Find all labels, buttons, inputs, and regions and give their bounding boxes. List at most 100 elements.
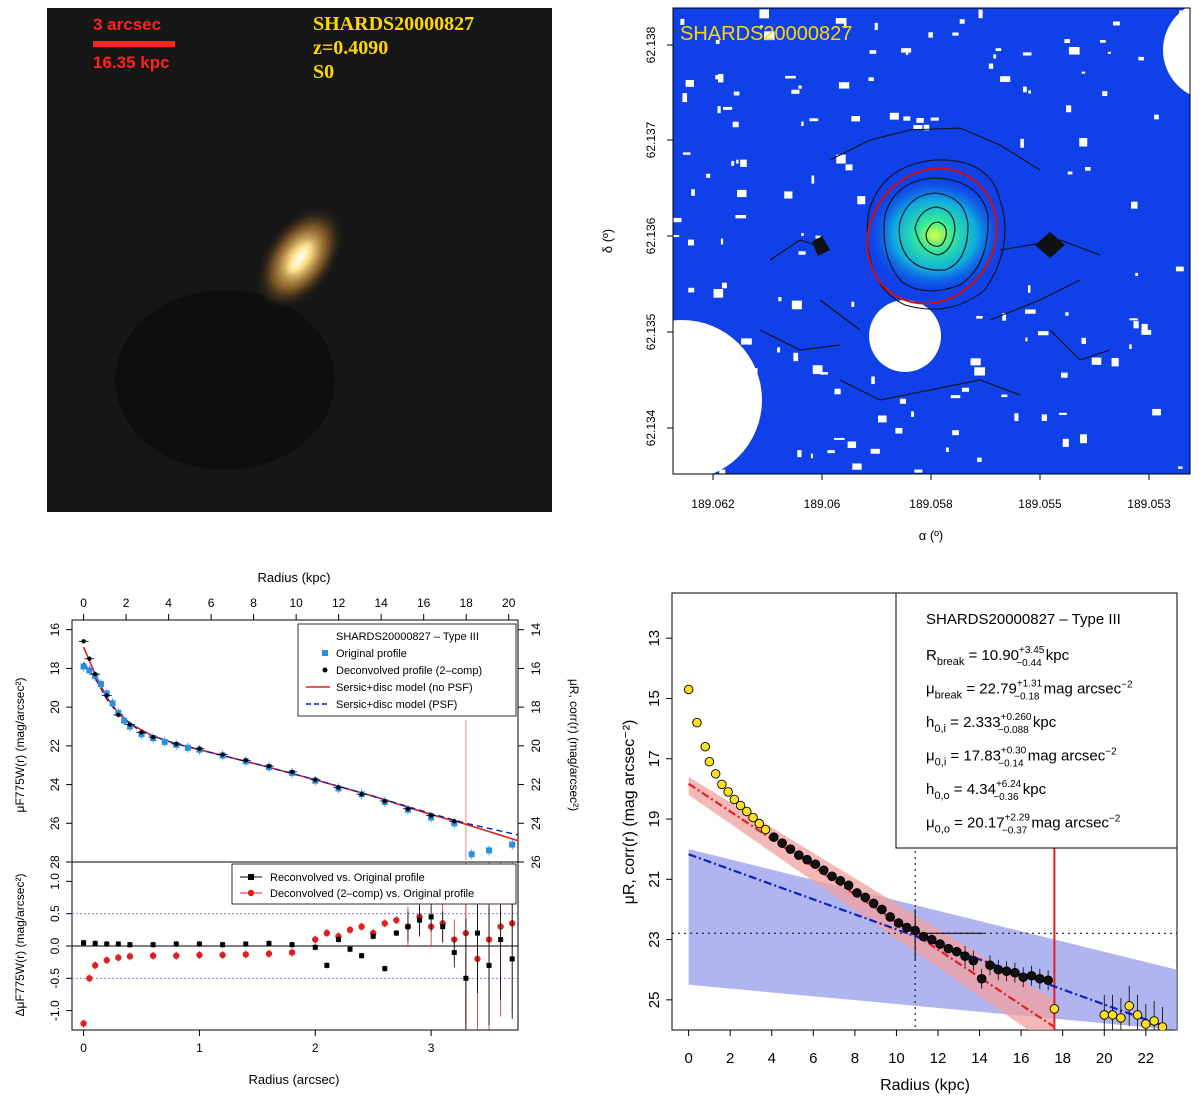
deconv-residual-point	[173, 952, 180, 959]
y-tick-label-residual: -0.5	[48, 968, 62, 989]
x-tick-label-kpc: 20	[502, 596, 516, 610]
deconvolved-point	[104, 693, 109, 698]
noise-speck	[722, 106, 733, 110]
noise-speck	[731, 160, 735, 166]
fit-legend-unit: mag arcsec	[1039, 681, 1121, 698]
deconv-residual-point	[242, 951, 249, 958]
noise-speck	[1135, 272, 1139, 277]
fitted-point	[860, 892, 871, 903]
masked-region-left	[673, 320, 762, 474]
fitted-point	[976, 973, 987, 984]
fit-legend-low: −0.14	[998, 759, 1024, 770]
reconv-residual-point	[463, 975, 469, 981]
excluded-point	[1099, 1010, 1110, 1020]
contour-2	[898, 192, 969, 271]
noise-speck	[1141, 323, 1148, 333]
noise-speck	[950, 395, 961, 399]
noise-speck	[812, 365, 823, 375]
fitted-point	[1026, 970, 1037, 981]
excluded-point	[692, 717, 702, 728]
isophote-contours	[759, 127, 1111, 401]
scale-label-kpc: 16.35 kpc	[93, 53, 170, 72]
fitted-point	[818, 865, 829, 876]
fit-y-tick-label: 21	[646, 871, 663, 888]
reconv-residual-point	[509, 956, 515, 962]
noise-speck	[857, 196, 866, 205]
y-tick-label-top-left: 16	[48, 623, 62, 637]
noise-speck	[869, 50, 877, 54]
deconvolved-point	[313, 777, 318, 782]
noise-speck	[717, 106, 721, 114]
noise-speck	[1066, 105, 1072, 113]
excluded-point	[1157, 1022, 1168, 1030]
map-noise-specks	[673, 9, 1190, 474]
noise-speck	[988, 63, 994, 69]
fit-legend-low: −0.18	[1014, 692, 1040, 703]
residual-legend: Reconvolved vs. Original profile Deconvo…	[231, 863, 517, 905]
fit-x-tick-label: 12	[930, 1050, 947, 1067]
deconv-residual-point	[288, 949, 296, 956]
noise-speck	[845, 164, 853, 171]
deconvolved-point	[127, 722, 133, 727]
map-content	[673, 8, 1190, 474]
fit-legend-val: = 20.17	[950, 815, 1005, 832]
noise-speck	[993, 54, 997, 59]
noise-speck	[715, 39, 720, 44]
x-tick-label-kpc: 12	[332, 596, 346, 610]
deconvolved-point	[92, 672, 98, 677]
noise-speck	[801, 121, 804, 127]
y-tick-label-top-right: 20	[529, 739, 543, 753]
fit-x-tick-label: 22	[1137, 1050, 1154, 1067]
fit-x-tick-label: 18	[1054, 1050, 1071, 1067]
noise-speck	[1001, 394, 1008, 398]
deconvolved-point	[289, 769, 295, 775]
map-y-tick-label: 62.138	[644, 26, 658, 63]
noise-speck	[685, 79, 694, 87]
deconvolved-point	[197, 746, 202, 751]
x-tick-label-kpc: 4	[165, 596, 172, 610]
noise-speck	[1020, 138, 1024, 148]
profile-legend-box	[297, 623, 517, 717]
residual-legend-box	[231, 863, 517, 905]
fitted-point	[868, 898, 879, 909]
deconv-residual-point	[346, 926, 354, 934]
x-tick-label-kpc: 8	[250, 596, 257, 610]
fitted-point	[835, 876, 846, 886]
reconv-residual-point	[440, 924, 446, 930]
deconvolved-point	[336, 785, 341, 790]
y-tick-label-top-left: 28	[48, 855, 62, 869]
noise-speck	[903, 116, 911, 121]
excluded-point	[760, 824, 771, 835]
fit-legend-sub: break	[937, 656, 965, 668]
x-tick-label-kpc: 16	[417, 596, 431, 610]
map-x-tick-label: 189.053	[1127, 497, 1171, 511]
noise-speck	[732, 121, 739, 128]
deconv-residual-point	[196, 951, 203, 959]
original-point	[97, 680, 104, 687]
noise-speck	[760, 25, 763, 28]
deconvolved-point	[87, 656, 92, 661]
masked-region-topright	[1163, 8, 1190, 95]
reconv-residual-point	[266, 940, 272, 946]
noise-speck	[797, 450, 802, 458]
fit-legend-sup: +2.29	[1005, 813, 1031, 824]
noise-speck	[851, 115, 860, 122]
noise-speck	[834, 437, 845, 440]
fit-y-tick-label: 25	[646, 992, 663, 1009]
noise-speck	[1058, 412, 1067, 415]
fit-x-tick-label: 2	[726, 1050, 734, 1067]
deconvolved-point	[405, 806, 411, 811]
noise-speck	[1065, 312, 1069, 316]
fit-legend-unit: mag arcsec	[1024, 748, 1106, 765]
map-x-tick-label: 189.058	[909, 497, 953, 511]
x-tick-label-kpc: 0	[80, 596, 87, 610]
reconv-residual-point	[289, 942, 295, 948]
contour-3	[883, 177, 989, 292]
fit-legend-sup: +0.30	[1001, 746, 1027, 757]
fit-x-tick-label: 4	[768, 1050, 776, 1067]
noise-speck	[1068, 46, 1080, 55]
excluded-point	[704, 757, 715, 767]
fit-y-tick-label: 17	[646, 750, 663, 767]
masked-region-center	[869, 300, 941, 372]
y-tick-label-top-right: 14	[529, 623, 543, 637]
